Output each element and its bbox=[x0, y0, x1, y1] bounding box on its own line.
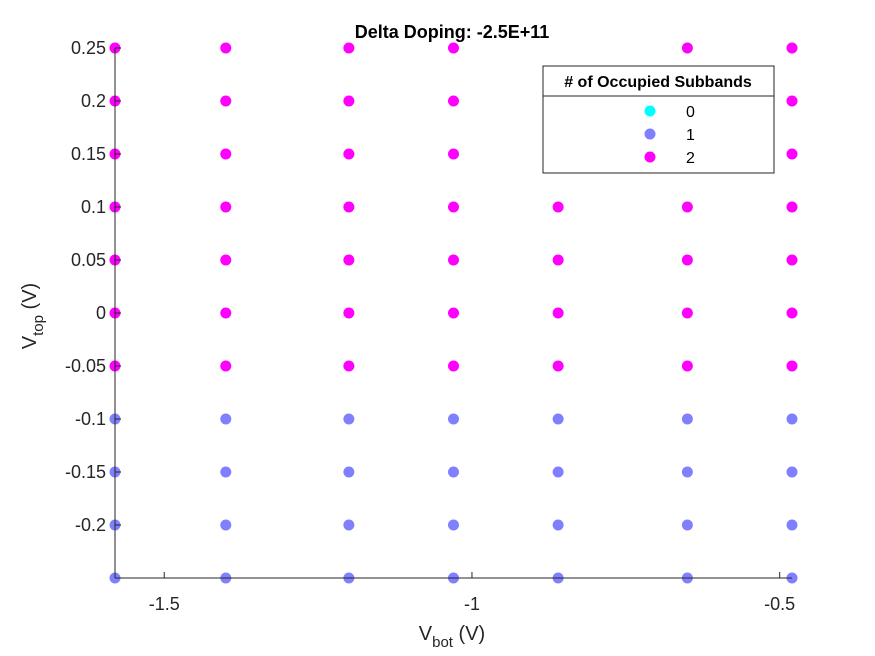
legend: # of Occupied Subbands 0 1 2 bbox=[542, 65, 775, 174]
y-tick-label: 0.25 bbox=[71, 38, 106, 58]
data-point-2-subbands bbox=[786, 360, 798, 372]
data-point-2-subbands bbox=[343, 148, 355, 160]
data-point-2-subbands bbox=[343, 42, 355, 54]
y-tick-label: 0.2 bbox=[81, 91, 106, 111]
data-point-1-subbands bbox=[552, 466, 564, 478]
data-point-1-subbands bbox=[681, 519, 693, 531]
data-point-1-subbands bbox=[786, 466, 798, 478]
y-tick-label: 0.15 bbox=[71, 144, 106, 164]
data-point-2-subbands bbox=[552, 254, 564, 266]
data-point-2-subbands bbox=[220, 360, 232, 372]
legend-box bbox=[542, 65, 775, 174]
data-point-2-subbands bbox=[448, 201, 459, 213]
data-point-1-subbands bbox=[786, 413, 798, 425]
data-point-2-subbands bbox=[681, 307, 693, 319]
y-tick-label: -0.05 bbox=[65, 356, 106, 376]
y-tick-label: -0.2 bbox=[75, 515, 106, 535]
data-point-2-subbands bbox=[448, 148, 459, 160]
x-axis-title-main: V bbox=[419, 623, 433, 645]
y-tick-label: -0.1 bbox=[75, 409, 106, 429]
data-point-2-subbands bbox=[343, 95, 355, 107]
data-point-1-subbands bbox=[343, 519, 355, 531]
data-point-2-subbands bbox=[786, 148, 798, 160]
data-point-2-subbands bbox=[220, 95, 232, 107]
data-point-2-subbands bbox=[220, 307, 232, 319]
legend-title: # of Occupied Subbands bbox=[564, 74, 752, 91]
data-point-2-subbands bbox=[220, 148, 232, 160]
legend-label-1: 1 bbox=[686, 127, 695, 144]
data-point-2-subbands bbox=[343, 307, 355, 319]
data-point-2-subbands bbox=[343, 201, 355, 213]
data-point-2-subbands bbox=[786, 95, 798, 107]
x-axis-title-unit: (V) bbox=[453, 623, 485, 645]
data-point-1-subbands bbox=[786, 519, 798, 531]
data-point-2-subbands bbox=[220, 201, 232, 213]
data-point-2-subbands bbox=[448, 360, 459, 372]
data-point-2-subbands bbox=[786, 42, 798, 54]
y-axis-title: Vtop (V) bbox=[19, 283, 47, 349]
data-point-2-subbands bbox=[681, 201, 693, 213]
chart-title: Delta Doping: -2.5E+11 bbox=[355, 22, 550, 42]
x-axis-ticks: -1.5 -1 -0.5 bbox=[149, 572, 795, 614]
data-point-2-subbands bbox=[681, 254, 693, 266]
data-point-1-subbands bbox=[552, 519, 564, 531]
legend-marker-0 bbox=[644, 105, 656, 117]
data-point-1-subbands bbox=[220, 519, 232, 531]
legend-label-2: 2 bbox=[686, 150, 695, 167]
data-point-2-subbands bbox=[552, 360, 564, 372]
x-tick-label: -0.5 bbox=[764, 594, 795, 614]
data-point-1-subbands bbox=[343, 466, 355, 478]
legend-marker-2 bbox=[644, 151, 656, 163]
data-point-2-subbands bbox=[220, 42, 232, 54]
data-point-2-subbands bbox=[448, 254, 459, 266]
data-point-2-subbands bbox=[552, 307, 564, 319]
y-tick-label: 0.05 bbox=[71, 250, 106, 270]
y-axis-title-main: V bbox=[19, 335, 41, 349]
y-axis-ticks: -0.2 -0.15 -0.1 -0.05 0 0.05 0.1 0.15 0.2 0.25 bbox=[65, 38, 121, 535]
data-point-2-subbands bbox=[786, 254, 798, 266]
data-point-2-subbands bbox=[681, 360, 693, 372]
data-point-1-subbands bbox=[220, 466, 232, 478]
y-tick-label: 0.1 bbox=[81, 197, 106, 217]
data-point-1-subbands bbox=[552, 413, 564, 425]
data-point-1-subbands bbox=[343, 413, 355, 425]
data-point-2-subbands bbox=[786, 201, 798, 213]
data-point-2-subbands bbox=[552, 201, 564, 213]
data-point-2-subbands bbox=[220, 254, 232, 266]
data-point-2-subbands bbox=[448, 42, 459, 54]
y-axis-title-subscript: top bbox=[30, 315, 47, 336]
x-tick-label: -1 bbox=[464, 594, 480, 614]
y-tick-label: -0.15 bbox=[65, 462, 106, 482]
legend-label-0: 0 bbox=[686, 104, 695, 121]
data-point-2-subbands bbox=[448, 307, 459, 319]
data-point-2-subbands bbox=[343, 360, 355, 372]
y-tick-label: 0 bbox=[96, 303, 106, 323]
y-axis-title-unit: (V) bbox=[19, 283, 41, 315]
x-tick-label: -1.5 bbox=[149, 594, 180, 614]
data-point-2-subbands bbox=[681, 42, 693, 54]
x-axis-title: Vbot (V) bbox=[419, 623, 485, 651]
data-point-1-subbands bbox=[448, 413, 459, 425]
data-point-1-subbands bbox=[681, 413, 693, 425]
data-point-1-subbands bbox=[448, 519, 459, 531]
data-point-1-subbands bbox=[448, 466, 459, 478]
data-point-1-subbands bbox=[681, 466, 693, 478]
legend-entries: 0 1 2 bbox=[644, 104, 695, 167]
x-axis-title-subscript: bot bbox=[432, 634, 454, 651]
data-point-2-subbands bbox=[448, 95, 459, 107]
data-point-2-subbands bbox=[786, 307, 798, 319]
data-points bbox=[109, 42, 798, 584]
data-point-2-subbands bbox=[343, 254, 355, 266]
data-point-1-subbands bbox=[220, 413, 232, 425]
legend-marker-1 bbox=[644, 128, 656, 140]
